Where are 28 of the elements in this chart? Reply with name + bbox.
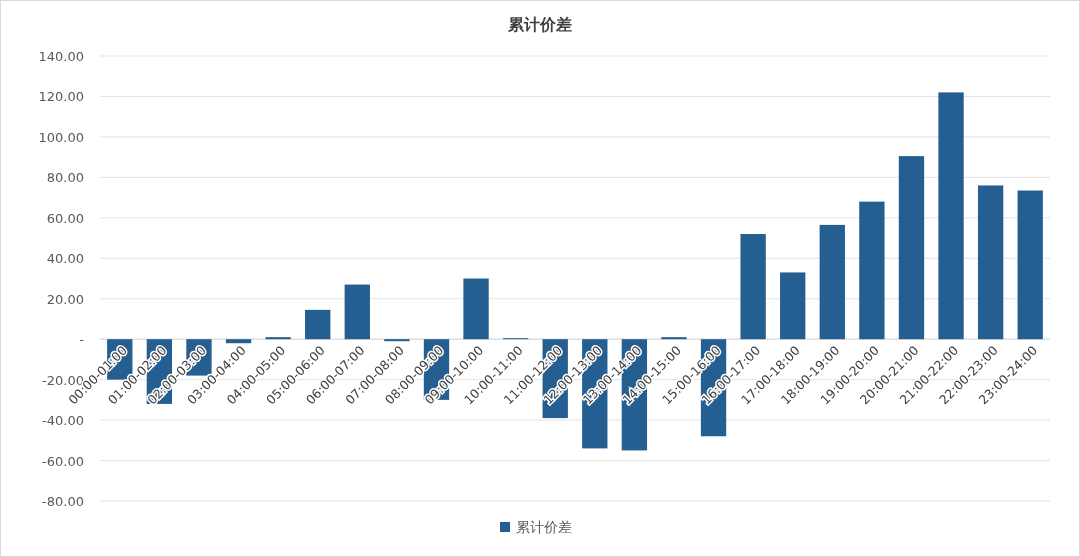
y-tick-label: -40.00 bbox=[42, 413, 84, 429]
bar bbox=[305, 309, 331, 340]
bar bbox=[384, 339, 410, 342]
chart-title: 累计价差 bbox=[507, 15, 572, 34]
bar bbox=[740, 234, 766, 340]
y-tick-label: 20.00 bbox=[46, 291, 84, 307]
bar bbox=[661, 337, 687, 340]
bar bbox=[898, 156, 925, 340]
y-tick-label: 60.00 bbox=[46, 210, 84, 226]
bar bbox=[977, 185, 1004, 340]
y-tick-label: -80.00 bbox=[42, 494, 84, 509]
y-tick-label: 120.00 bbox=[38, 89, 84, 105]
y-tick-label: 100.00 bbox=[38, 129, 84, 145]
y-tick-label: -60.00 bbox=[42, 453, 84, 469]
bar bbox=[819, 224, 845, 340]
bar bbox=[344, 284, 370, 340]
legend-label: 累计价差 bbox=[516, 519, 572, 535]
bar bbox=[463, 278, 489, 340]
bar bbox=[265, 337, 291, 340]
y-tick-label: 140.00 bbox=[38, 49, 84, 64]
y-tick-label: 80.00 bbox=[46, 170, 84, 186]
bar bbox=[1017, 190, 1043, 340]
y-tick-label: 40.00 bbox=[46, 251, 84, 267]
bar bbox=[225, 339, 252, 344]
y-tick-label: - bbox=[79, 332, 85, 348]
bar bbox=[859, 201, 885, 340]
bar bbox=[780, 272, 806, 340]
bar bbox=[938, 92, 964, 340]
